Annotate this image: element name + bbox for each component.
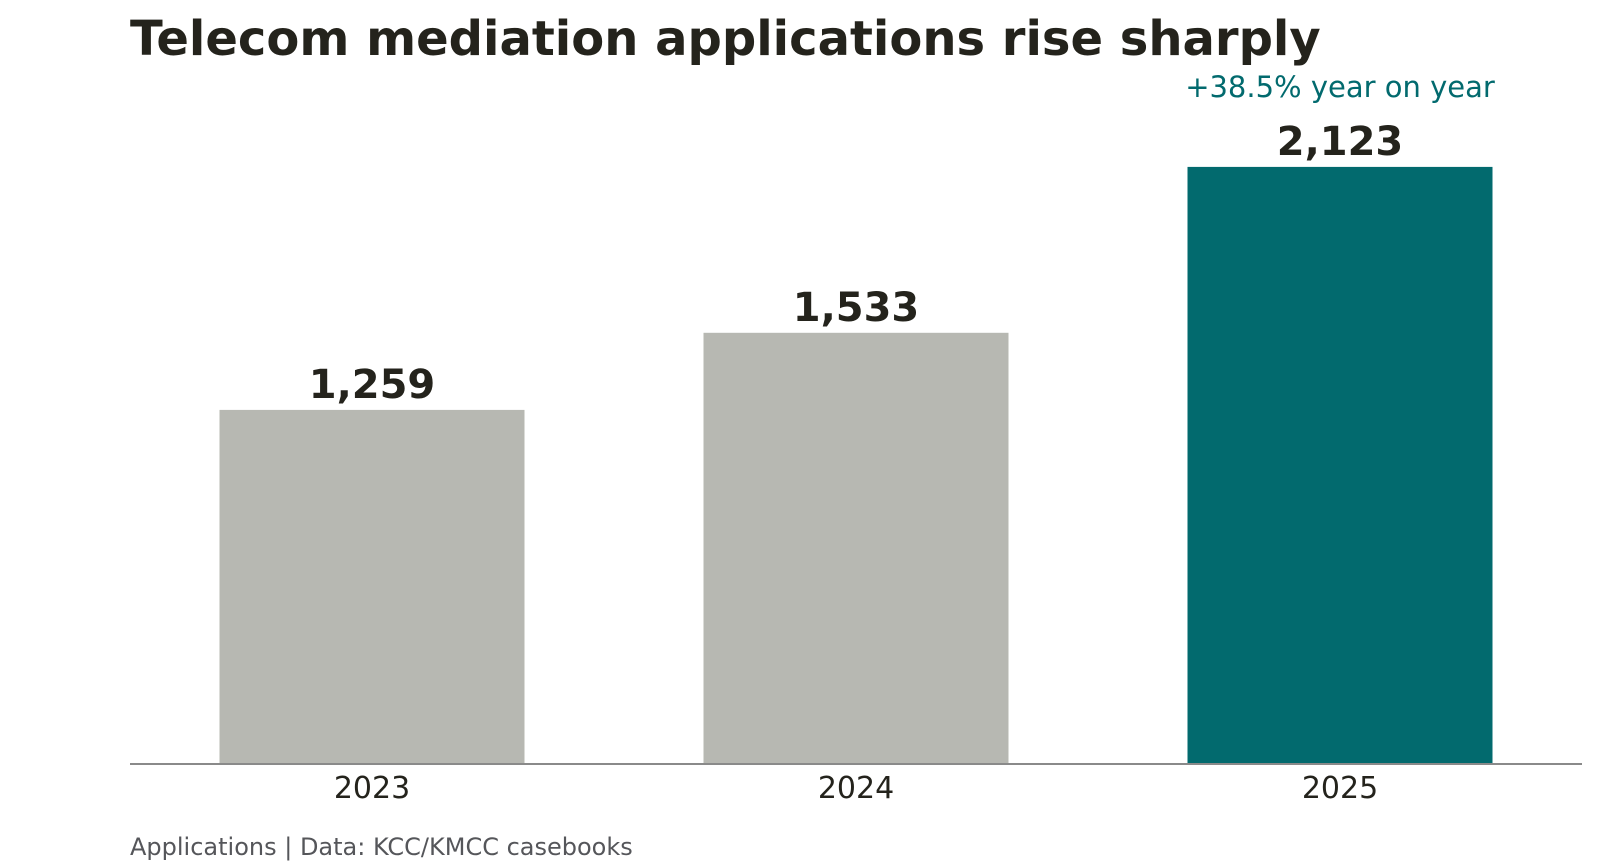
bar-2024 bbox=[703, 332, 1009, 764]
bar-2023 bbox=[219, 409, 525, 764]
x-tick-label-2025: 2025 bbox=[1302, 771, 1378, 806]
value-label-2023: 1,259 bbox=[309, 362, 436, 408]
chart-footer: Applications | Data: KCC/KMCC casebooks bbox=[130, 833, 633, 861]
value-label-2025: 2,123 bbox=[1277, 119, 1404, 165]
x-tick-label-2023: 2023 bbox=[334, 771, 410, 806]
value-label-2024: 1,533 bbox=[793, 285, 920, 331]
x-tick-label-2024: 2024 bbox=[818, 771, 894, 806]
change-annotation: +38.5% year on year bbox=[1185, 70, 1495, 104]
bar-2025 bbox=[1187, 166, 1493, 764]
chart-title: Telecom mediation applications rise shar… bbox=[130, 11, 1321, 67]
